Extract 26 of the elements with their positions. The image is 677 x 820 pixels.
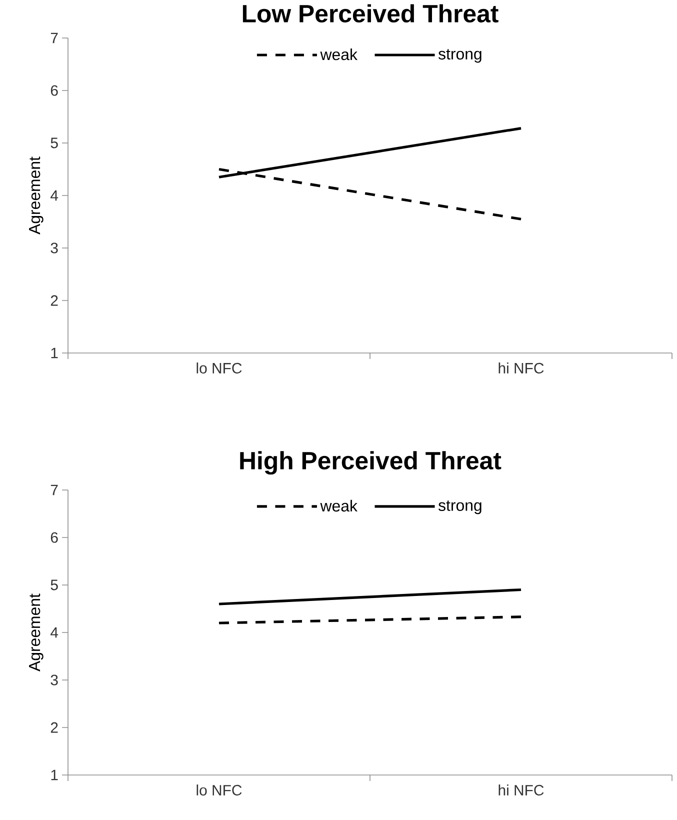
y-tick-label: 3 xyxy=(50,674,58,686)
y-tick-label: 1 xyxy=(51,770,58,780)
y-tick-label: 7 xyxy=(50,32,58,44)
chart-title: High Perceived Threat xyxy=(240,451,502,475)
y-tick-label: 4 xyxy=(50,627,58,638)
y-axis-title: Agreement xyxy=(29,156,44,234)
x-tick-label: hi NFC xyxy=(498,362,544,374)
y-tick-label: 2 xyxy=(50,295,58,306)
y-axis-title: Agreement xyxy=(29,594,44,672)
y-tick-label: 1 xyxy=(51,348,58,358)
legend-label: strong xyxy=(438,500,482,514)
y-tick-label: 6 xyxy=(50,532,58,543)
y-tick-label: 2 xyxy=(50,722,58,733)
legend-label: weak xyxy=(320,500,358,512)
x-tick-label: hi NFC xyxy=(498,784,544,796)
x-tick-label: lo NFC xyxy=(196,784,242,796)
legend-label: strong xyxy=(438,49,482,63)
y-tick-label: 3 xyxy=(50,242,58,254)
y-tick-label: 5 xyxy=(50,580,58,590)
y-tick-label: 5 xyxy=(50,138,58,148)
y-tick-label: 4 xyxy=(50,190,58,201)
x-tick-label: lo NFC xyxy=(196,362,242,374)
legend-label: weak xyxy=(320,48,358,60)
y-tick-label: 6 xyxy=(50,85,58,96)
chart-title: Low Perceived Threat xyxy=(242,4,498,23)
y-tick-label: 7 xyxy=(50,484,58,496)
